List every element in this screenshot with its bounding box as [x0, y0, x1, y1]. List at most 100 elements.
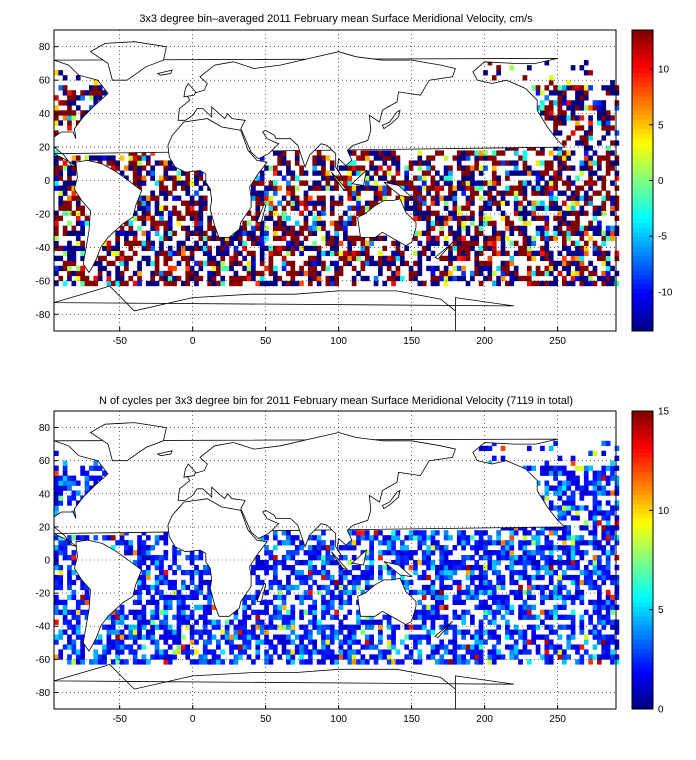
heatmap-cell — [207, 215, 212, 221]
heatmap-cell — [71, 649, 77, 655]
heatmap-cell — [382, 255, 388, 262]
heatmap-cell — [575, 220, 580, 226]
heatmap-cell — [487, 589, 493, 596]
heatmap-cell — [583, 480, 589, 486]
heatmap-cell — [561, 659, 567, 665]
heatmap-cell — [259, 280, 265, 287]
heatmap-cell — [71, 100, 77, 106]
heatmap-cell — [321, 250, 326, 257]
heatmap-cell — [115, 614, 120, 620]
heatmap-cell — [540, 235, 545, 241]
colorbar-swatch — [632, 662, 653, 668]
heatmap-cell — [75, 609, 81, 615]
heatmap-cell — [430, 579, 436, 586]
heatmap-cell — [202, 200, 208, 206]
heatmap-cell — [329, 240, 335, 247]
heatmap-cell — [386, 155, 392, 161]
heatmap-cell — [601, 135, 607, 141]
heatmap-cell — [277, 589, 283, 596]
heatmap-cell — [544, 190, 550, 196]
heatmap-cell — [491, 75, 497, 81]
heatmap-cell — [421, 619, 427, 625]
heatmap-cell — [430, 644, 436, 650]
heatmap-cell — [167, 230, 173, 236]
heatmap-cell — [71, 160, 77, 166]
heatmap-cell — [456, 180, 462, 186]
heatmap-cell — [456, 644, 462, 650]
heatmap-cell — [443, 215, 449, 221]
heatmap-cell — [71, 609, 77, 615]
heatmap-cell — [491, 540, 497, 546]
heatmap-cell — [426, 614, 431, 620]
heatmap-cell — [54, 500, 59, 506]
heatmap-cell — [80, 649, 85, 655]
heatmap-cell — [386, 659, 392, 665]
heatmap-cell — [264, 649, 269, 655]
heatmap-cell — [601, 115, 607, 121]
heatmap-cell — [237, 230, 243, 236]
x-tick-label: -50 — [112, 336, 127, 347]
heatmap-cell — [540, 150, 545, 156]
heatmap-cell — [461, 530, 466, 536]
heatmap-cell — [351, 564, 357, 571]
heatmap-cell — [194, 270, 199, 277]
heatmap-cell — [255, 280, 261, 287]
heatmap-cell — [360, 240, 366, 247]
heatmap-cell — [312, 550, 318, 556]
heatmap-cell — [592, 540, 598, 546]
heatmap-cell — [526, 145, 532, 151]
heatmap-cell — [106, 250, 112, 257]
heatmap-cell — [408, 530, 414, 536]
heatmap-cell — [592, 170, 598, 176]
heatmap-cell — [360, 530, 366, 536]
heatmap-cell — [137, 270, 142, 277]
heatmap-cell — [382, 245, 388, 252]
heatmap-cell — [338, 195, 344, 201]
heatmap-cell — [509, 255, 515, 262]
heatmap-cell — [382, 175, 388, 181]
heatmap-cell — [426, 560, 431, 566]
heatmap-cell — [224, 235, 230, 241]
heatmap-cell — [272, 185, 278, 191]
heatmap-cell — [347, 250, 353, 257]
heatmap-cell — [321, 594, 326, 601]
heatmap-cell — [329, 175, 335, 181]
heatmap-cell — [373, 530, 379, 536]
heatmap-cell — [557, 230, 563, 236]
heatmap-cell — [207, 569, 212, 576]
heatmap-cell — [351, 530, 357, 536]
heatmap-cell — [194, 275, 199, 282]
heatmap-cell — [456, 535, 462, 541]
heatmap-cell — [141, 569, 147, 576]
heatmap-cell — [137, 260, 142, 267]
heatmap-cell — [395, 245, 401, 252]
heatmap-cell — [496, 265, 501, 272]
coastline — [89, 422, 167, 462]
heatmap-cell — [189, 250, 195, 257]
heatmap-cell — [207, 589, 212, 596]
heatmap-cell — [426, 574, 431, 581]
heatmap-cell — [316, 589, 322, 596]
heatmap-cell — [67, 564, 72, 571]
heatmap-cell — [426, 185, 431, 191]
heatmap-cell — [561, 220, 567, 226]
heatmap-cell — [233, 614, 239, 620]
heatmap-cell — [548, 659, 554, 665]
heatmap-cell — [163, 649, 169, 655]
heatmap-cell — [54, 560, 59, 566]
heatmap-cell — [229, 619, 234, 625]
heatmap-cell — [583, 200, 589, 206]
heatmap-cell — [570, 190, 576, 196]
heatmap-cell — [264, 560, 269, 566]
heatmap-cell — [553, 225, 558, 231]
heatmap-cell — [382, 649, 388, 655]
heatmap-cell — [364, 624, 370, 630]
heatmap-cell — [561, 545, 567, 551]
heatmap-cell — [347, 240, 353, 247]
heatmap-cell — [364, 260, 370, 267]
heatmap-cell — [145, 535, 151, 541]
heatmap-cell — [526, 280, 532, 287]
heatmap-cell — [307, 569, 313, 576]
y-tick-label: 60 — [39, 456, 51, 467]
heatmap-cell — [500, 240, 506, 247]
